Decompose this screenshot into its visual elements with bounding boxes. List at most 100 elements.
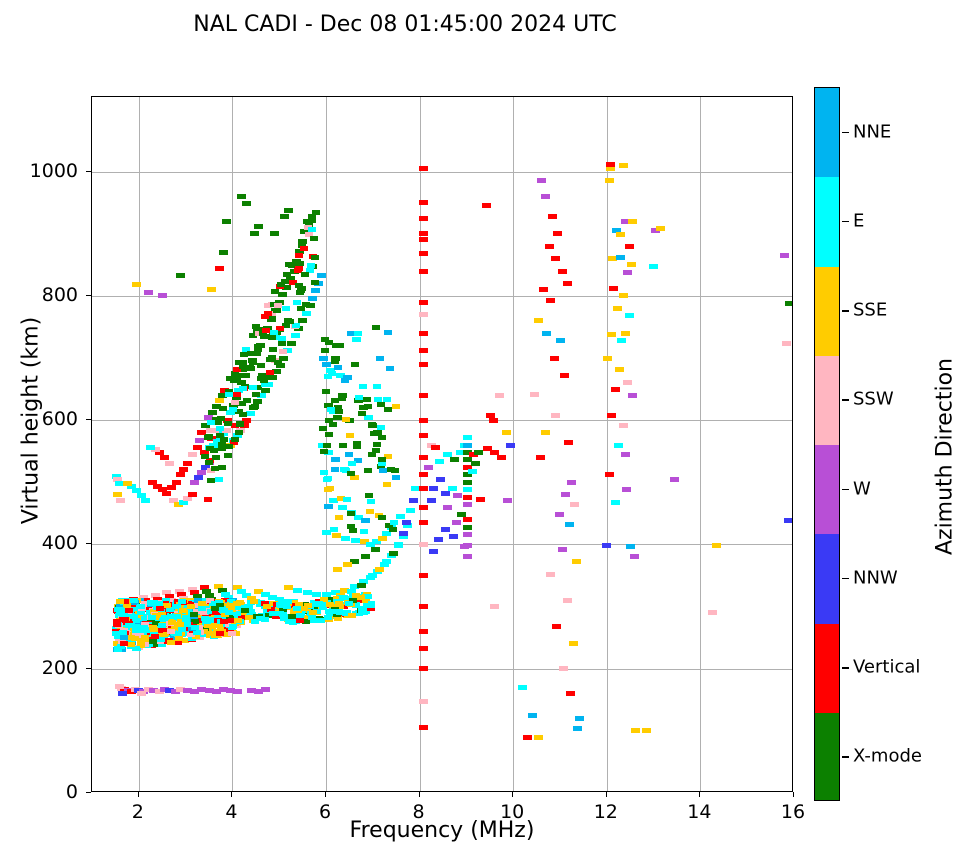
data-point — [232, 585, 242, 591]
data-point — [308, 217, 317, 223]
data-point — [197, 469, 207, 475]
colorbar-segment-ssw[interactable] — [815, 355, 839, 446]
data-point — [356, 582, 366, 588]
data-point — [162, 603, 171, 609]
data-point — [138, 594, 148, 600]
data-point — [183, 601, 192, 606]
colorbar-segment-x-mode[interactable] — [815, 712, 839, 800]
data-point — [481, 203, 491, 209]
data-point — [220, 618, 229, 624]
data-point — [389, 550, 399, 556]
data-point — [273, 303, 282, 309]
colorbar-segment-e[interactable] — [815, 177, 839, 268]
data-point — [233, 366, 242, 372]
data-point — [143, 607, 152, 613]
data-point — [177, 626, 186, 632]
data-point — [301, 272, 310, 278]
data-point — [178, 599, 187, 605]
data-point — [358, 608, 367, 614]
colorbar-segment-vertical[interactable] — [815, 623, 839, 714]
data-point — [192, 633, 201, 639]
data-point — [264, 303, 273, 309]
data-point — [307, 263, 316, 269]
data-point — [154, 600, 163, 606]
data-point — [203, 415, 213, 421]
gridline-horizontal — [92, 171, 792, 173]
data-point — [363, 415, 373, 421]
data-point — [606, 161, 616, 167]
data-point — [176, 273, 186, 279]
data-point — [384, 329, 393, 335]
colorbar-tick — [842, 220, 849, 223]
data-point — [364, 593, 373, 599]
data-point — [272, 308, 281, 314]
colorbar-segment-sse[interactable] — [815, 266, 839, 357]
data-point — [203, 603, 212, 609]
data-point — [112, 631, 121, 637]
data-point — [119, 635, 128, 640]
colorbar-segment-nne[interactable] — [815, 88, 839, 178]
data-point — [642, 728, 652, 734]
data-point — [228, 631, 237, 637]
data-point — [346, 524, 355, 530]
data-point — [215, 622, 224, 628]
data-point — [418, 666, 428, 672]
data-point — [240, 422, 250, 428]
colorbar-segment-w[interactable] — [815, 445, 839, 535]
data-point — [418, 268, 428, 274]
data-point — [182, 603, 191, 609]
data-point — [372, 384, 381, 390]
data-point — [234, 387, 244, 393]
colorbar-tick — [842, 756, 849, 758]
data-point — [364, 468, 373, 474]
data-point — [342, 375, 352, 381]
data-point — [392, 404, 401, 410]
data-point — [325, 503, 334, 509]
data-point — [338, 442, 347, 448]
data-point — [118, 691, 128, 697]
data-point — [169, 498, 179, 504]
colorbar[interactable] — [814, 87, 840, 801]
data-point — [418, 237, 428, 243]
data-point — [299, 614, 308, 620]
data-point — [288, 614, 297, 620]
data-point — [191, 624, 200, 630]
data-point — [297, 305, 305, 311]
data-point — [377, 401, 386, 407]
data-point — [553, 231, 563, 237]
data-point — [349, 584, 359, 590]
data-point — [174, 635, 183, 641]
data-point — [122, 481, 132, 487]
data-point — [170, 635, 179, 641]
data-point — [186, 604, 195, 610]
data-point — [112, 492, 122, 498]
data-point — [130, 614, 139, 620]
data-point — [351, 593, 360, 599]
data-point — [462, 472, 472, 478]
data-point — [311, 255, 320, 261]
data-point — [183, 461, 193, 467]
data-point — [376, 356, 385, 362]
data-point — [782, 340, 792, 346]
y-tick-label: 600 — [41, 408, 78, 431]
data-point — [298, 243, 307, 249]
data-point — [617, 338, 627, 344]
data-point — [281, 322, 290, 328]
data-point — [223, 417, 233, 423]
data-point — [176, 619, 185, 625]
colorbar-segment-nnw[interactable] — [815, 534, 839, 625]
colorbar-label-nnw: NNW — [853, 567, 898, 589]
data-point — [337, 504, 347, 510]
data-point — [188, 451, 198, 457]
data-point — [334, 364, 343, 370]
data-point — [210, 465, 219, 471]
data-point — [227, 618, 236, 624]
data-point — [166, 628, 175, 634]
data-point — [308, 610, 317, 616]
data-point — [225, 687, 235, 693]
data-point — [205, 433, 214, 439]
data-point — [136, 609, 145, 615]
data-point — [370, 546, 380, 552]
data-point — [300, 245, 309, 251]
data-point — [149, 638, 158, 644]
